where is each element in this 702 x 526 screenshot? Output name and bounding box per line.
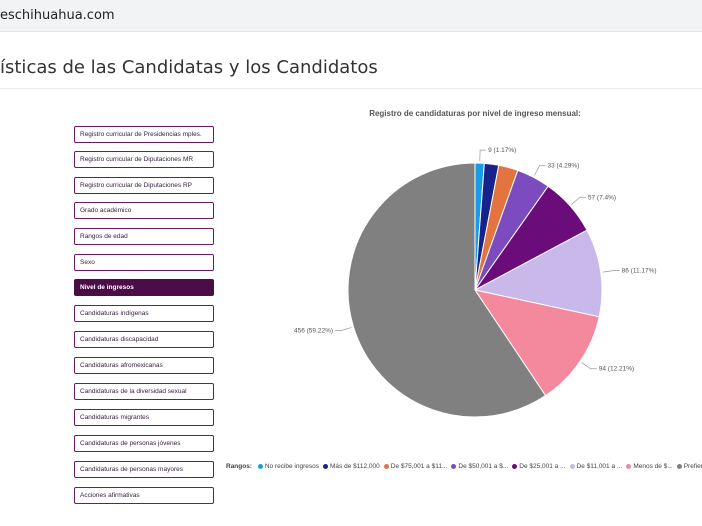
- menu-button[interactable]: Candidaturas de personas mayores: [74, 461, 214, 478]
- menu-button[interactable]: Grado académico: [74, 202, 214, 219]
- legend-label: No recibe ingresos: [264, 463, 320, 470]
- pie-slice[interactable]: [473, 229, 603, 318]
- legend-swatch: [512, 463, 518, 469]
- legend-label: De $75,001 a $11...: [390, 463, 448, 470]
- menu-button[interactable]: Rangos de edad: [74, 228, 214, 245]
- menu-button[interactable]: Candidaturas de personas jóvenes: [74, 435, 214, 452]
- legend-swatch: [383, 463, 389, 469]
- menu-button[interactable]: Candidaturas de la diversidad sexual: [74, 383, 214, 400]
- menu-button[interactable]: Registro curricular de Presidencias mple…: [74, 126, 214, 143]
- legend-item[interactable]: De $75,001 a $11...: [383, 463, 448, 470]
- chart-title: Registro de candidaturas por nivel de in…: [369, 109, 581, 118]
- pie-data-label: 94 (12.21%): [599, 366, 634, 373]
- legend-swatch: [676, 463, 682, 469]
- legend-swatch: [451, 463, 457, 469]
- menu-button[interactable]: Candidaturas indígenas: [74, 305, 214, 322]
- browser-address-bar[interactable]: eschihuahua.com: [0, 0, 702, 32]
- pie-slice[interactable]: [473, 289, 600, 397]
- legend-item[interactable]: De $11,001 a ...: [569, 463, 623, 470]
- legend-title: Rangos:: [226, 463, 252, 470]
- pie-data-label: 33 (4.29%): [547, 163, 579, 170]
- legend-swatch: [569, 463, 575, 469]
- legend-item[interactable]: De $50,001 a $...: [451, 463, 508, 470]
- pie-leader-line: [602, 270, 620, 273]
- legend-item[interactable]: Menos de $...: [626, 463, 673, 470]
- legend-swatch: [323, 463, 329, 469]
- legend-label: De $50,001 a $...: [458, 463, 509, 470]
- menu-button[interactable]: Candidaturas afromexicanas: [74, 357, 214, 374]
- menu-button[interactable]: Candidaturas discapacidad: [74, 331, 214, 348]
- legend-item[interactable]: De $25,001 a ...: [512, 463, 566, 470]
- pie-leader-line: [581, 362, 597, 370]
- pie-slice[interactable]: [347, 162, 547, 418]
- legend-label: Menos de $...: [633, 463, 673, 470]
- menu-button[interactable]: Registro curricular de Diputaciones MR: [74, 151, 214, 168]
- page-title: ísticas de las Candidatas y los Candidat…: [0, 57, 378, 78]
- menu-button[interactable]: Nivel de ingresos: [74, 279, 214, 296]
- legend-item[interactable]: Prefiero...: [676, 463, 702, 470]
- legend-swatch: [257, 463, 263, 469]
- legend-label: Más de $112,000: [330, 463, 380, 470]
- chart-legend: Rangos: No recibe ingresos Más de $112,00…: [226, 463, 702, 477]
- pie-data-label: 86 (11.17%): [622, 268, 657, 275]
- statistics-menu: Registro curricular de Presidencias mple…: [0, 0, 230, 526]
- menu-button[interactable]: Sexo: [74, 254, 214, 271]
- legend-label: De $25,001 a ...: [519, 463, 566, 470]
- pie-data-label: 456 (59.22%): [294, 328, 333, 335]
- pie-leader-line: [571, 196, 586, 205]
- menu-button[interactable]: Acciones afirmativas: [74, 487, 214, 504]
- legend-item[interactable]: Más de $112,000: [323, 463, 380, 470]
- title-divider: [0, 88, 702, 89]
- pie-data-label: 9 (1.17%): [488, 147, 516, 154]
- menu-button[interactable]: Registro curricular de Diputaciones RP: [74, 177, 214, 194]
- legend-swatch: [626, 463, 632, 469]
- legend-label: Prefiero...: [683, 463, 702, 470]
- legend-item[interactable]: No recibe ingresos: [257, 463, 320, 470]
- legend-label: De $11,001 a ...: [576, 463, 623, 470]
- menu-button[interactable]: Candidaturas migrantes: [74, 409, 214, 426]
- url-text[interactable]: eschihuahua.com: [0, 8, 115, 23]
- pie-leader-line: [479, 149, 487, 162]
- pie-leader-line: [534, 165, 546, 176]
- pie-data-label: 57 (7.4%): [588, 194, 616, 201]
- pie-leader-line: [335, 327, 352, 331]
